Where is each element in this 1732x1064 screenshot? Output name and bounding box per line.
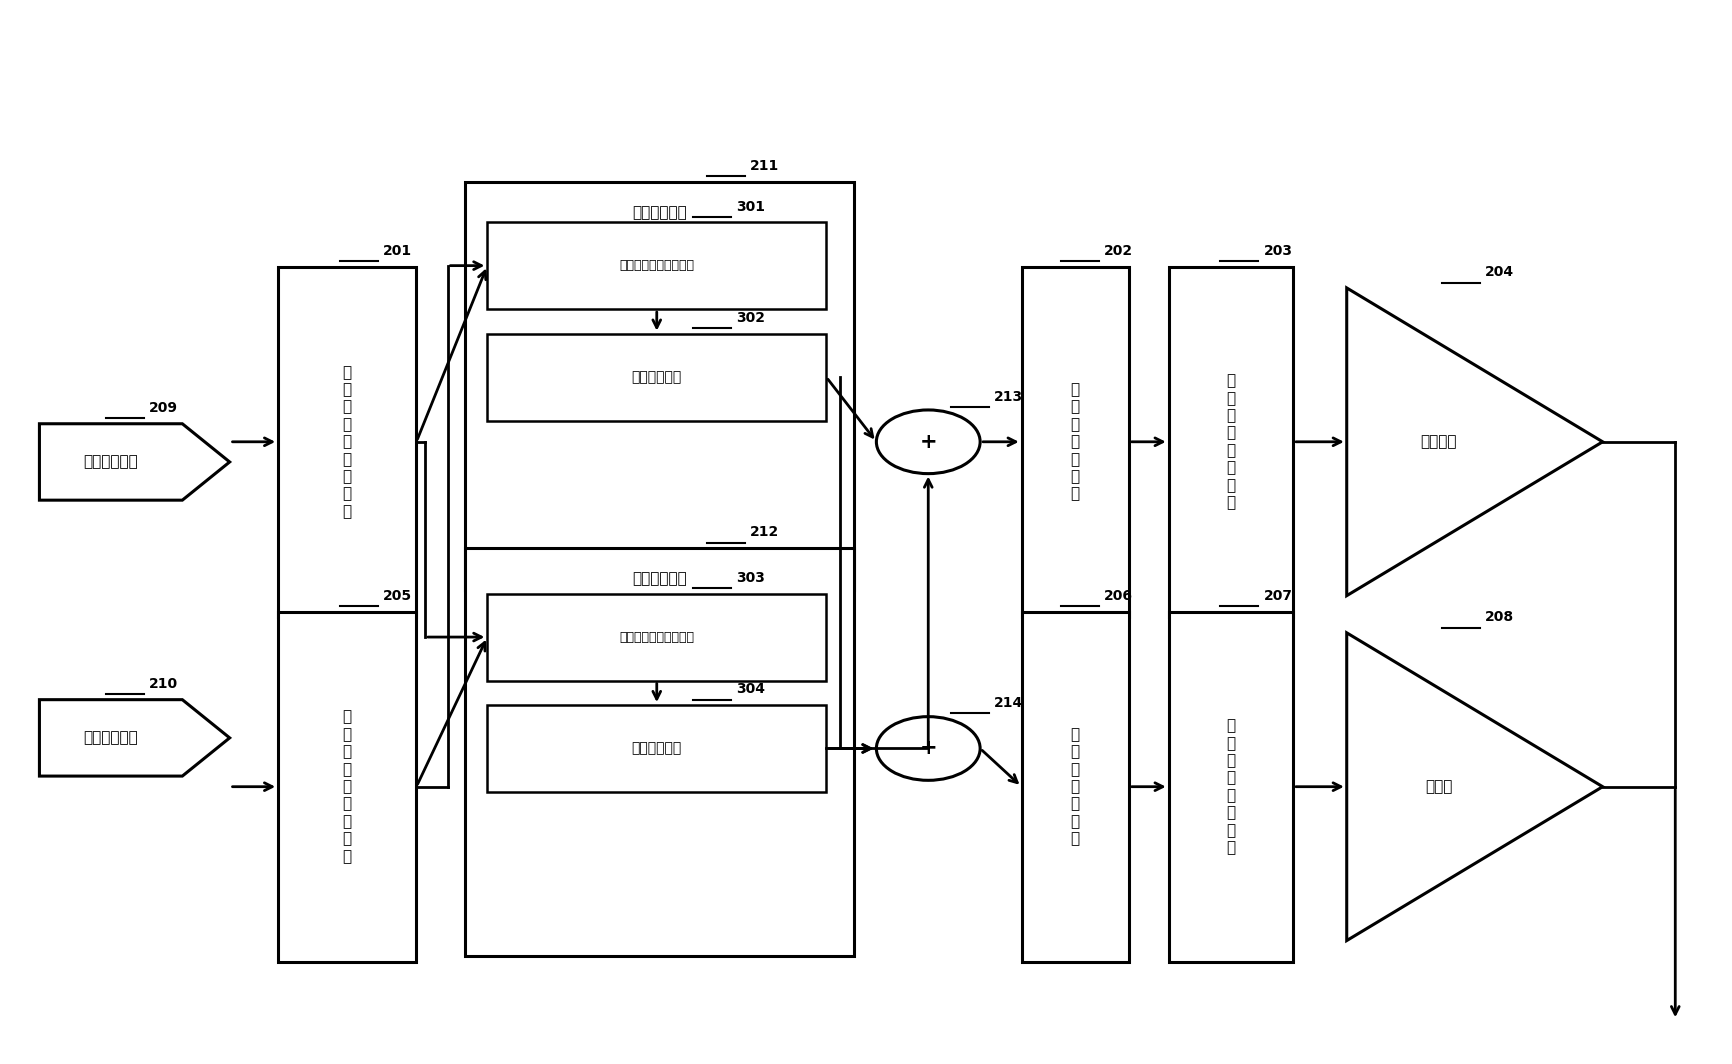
Bar (487, 594, 826, 681)
Text: 206: 206 (1103, 589, 1133, 603)
Bar (487, 333, 826, 420)
Text: 208: 208 (1484, 611, 1514, 625)
Text: 第一整形单元: 第一整形单元 (632, 370, 682, 384)
Text: +: + (920, 432, 937, 452)
Bar (1022, 612, 1129, 962)
Bar (279, 612, 416, 962)
Text: 209: 209 (149, 401, 178, 415)
Text: 第
一
滤
波
调
制
模
块: 第 一 滤 波 调 制 模 块 (1226, 373, 1235, 511)
Bar (487, 705, 826, 792)
Text: 第
二
数
字
预
失
真
模
块: 第 二 数 字 预 失 真 模 块 (343, 710, 352, 864)
Bar (279, 267, 416, 617)
Text: 第二输入端子: 第二输入端子 (83, 730, 139, 746)
Text: 第二整形单元: 第二整形单元 (632, 742, 682, 755)
Text: 213: 213 (994, 389, 1024, 403)
Text: 212: 212 (750, 526, 779, 539)
Text: 第二相位增益调整单元: 第二相位增益调整单元 (620, 631, 695, 644)
Text: 主功放: 主功放 (1425, 779, 1453, 794)
Text: 214: 214 (994, 696, 1024, 711)
Text: 第一输入端子: 第一输入端子 (83, 454, 139, 469)
Circle shape (876, 410, 980, 473)
Text: 第
二
数
模
转
换
器: 第 二 数 模 转 换 器 (1070, 727, 1079, 846)
Text: 304: 304 (736, 682, 766, 697)
Text: 第一相位增益调整单元: 第一相位增益调整单元 (620, 260, 695, 272)
Text: 201: 201 (383, 245, 412, 259)
Text: 302: 302 (736, 311, 766, 326)
Bar (464, 182, 854, 591)
Polygon shape (1347, 633, 1602, 941)
Text: 峰值功放: 峰值功放 (1420, 434, 1457, 449)
Text: 210: 210 (149, 677, 178, 692)
Text: 301: 301 (736, 200, 766, 214)
Text: 第
二
滤
波
调
制
模
块: 第 二 滤 波 调 制 模 块 (1226, 718, 1235, 855)
Text: 204: 204 (1484, 265, 1514, 280)
Bar (1169, 267, 1294, 617)
Bar (1022, 267, 1129, 617)
Polygon shape (1347, 288, 1602, 596)
Bar (1169, 612, 1294, 962)
Text: 第一调整模块: 第一调整模块 (632, 205, 686, 220)
Text: 207: 207 (1263, 589, 1292, 603)
Text: 第
一
数
模
转
换
器: 第 一 数 模 转 换 器 (1070, 382, 1079, 501)
Circle shape (876, 717, 980, 780)
Text: 211: 211 (750, 160, 779, 173)
Bar (464, 548, 854, 957)
Text: 205: 205 (383, 589, 412, 603)
Text: 203: 203 (1263, 245, 1292, 259)
Text: +: + (920, 738, 937, 759)
Text: 第二调整模块: 第二调整模块 (632, 571, 686, 586)
Polygon shape (40, 700, 230, 776)
Polygon shape (40, 423, 230, 500)
Bar (487, 222, 826, 310)
Text: 202: 202 (1103, 245, 1133, 259)
Text: 303: 303 (736, 571, 766, 585)
Text: 第
一
数
字
预
失
真
模
块: 第 一 数 字 预 失 真 模 块 (343, 365, 352, 519)
